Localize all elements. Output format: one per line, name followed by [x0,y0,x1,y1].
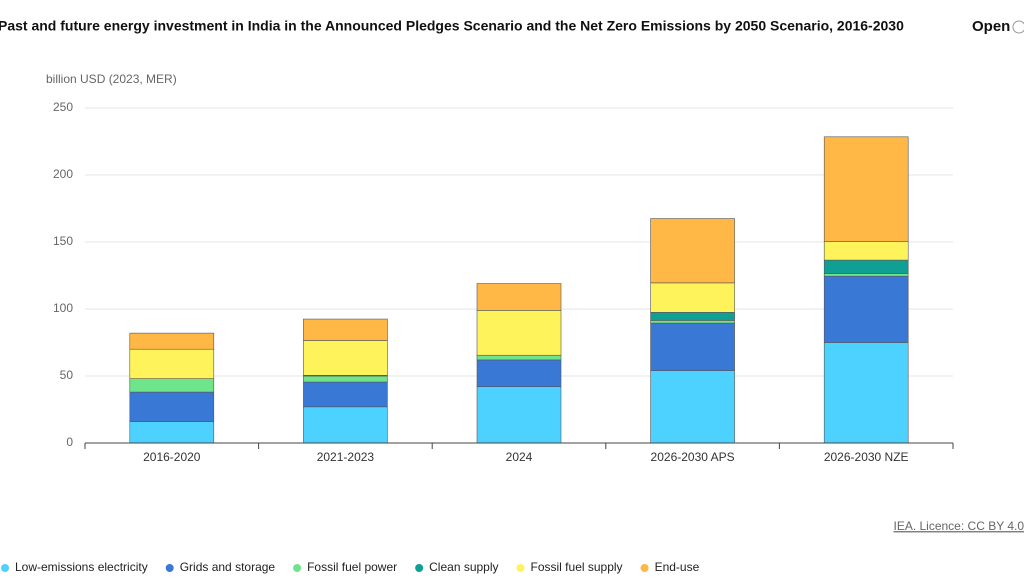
legend-label: Low-emissions electricity [15,560,148,574]
legend-marker [516,564,525,572]
source[interactable]: IEA. Licence: CC BY 4.0 [893,519,1024,533]
y-tick-label: 150 [53,234,73,248]
bar-segment [129,348,215,379]
bar-segment [303,381,388,408]
bar-segment [650,320,735,324]
x-tick-label: 2026-2030 NZE [824,450,909,464]
y-axis-label: billion USD (2023, MER) [46,72,177,86]
y-tick-label: 50 [60,368,74,382]
y-tick-label: 250 [53,100,73,114]
bar-segment [303,318,388,341]
x-tick-label: 2026-2030 APS [651,450,735,464]
bar-segment [823,259,909,274]
x-tick-label: 2021-2023 [317,450,375,464]
bar-segment [476,386,562,444]
bar-segment [823,275,909,343]
legend-label: Fossil fuel power [307,560,397,574]
bar-segment [650,370,735,444]
y-tick-label: 200 [53,167,73,181]
y-tick-label: 100 [53,301,73,315]
bar-segment [823,342,909,444]
x-tick-label: 2016-2020 [143,450,201,464]
bar-segment [650,322,735,371]
bar-segment [650,312,735,321]
bar-segment [129,332,215,350]
open-button[interactable]: Open [972,18,1010,35]
bar-segment [823,136,909,242]
legend-marker [415,564,424,572]
bar-segment [303,406,388,444]
bar-segment [476,310,562,356]
legend-label: Grids and storage [180,560,276,574]
legend-label: End-use [655,560,700,574]
legend-label: Clean supply [429,560,498,574]
bar-segment [476,354,562,361]
bar-segment [129,391,215,422]
legend-label: Fossil fuel supply [531,560,623,574]
bar-segment [823,241,909,261]
x-tick-label: 2024 [506,450,533,464]
bar-segment [823,273,909,277]
legend-marker [293,564,302,572]
bar-segment [650,282,735,313]
bar-segment [303,340,388,376]
legend-marker [1,564,9,572]
bar-segment [303,375,388,383]
bar-segment [650,218,735,284]
open-icon[interactable] [1012,20,1024,34]
legend-marker [165,564,174,572]
y-tick-label: 0 [66,435,73,449]
legend-marker [640,564,649,572]
chart-title: Past and future energy investment in Ind… [0,18,904,34]
bar-segment [476,283,562,311]
bar-segment [129,421,215,444]
bar-segment [476,359,562,388]
bar-segment [129,378,215,393]
